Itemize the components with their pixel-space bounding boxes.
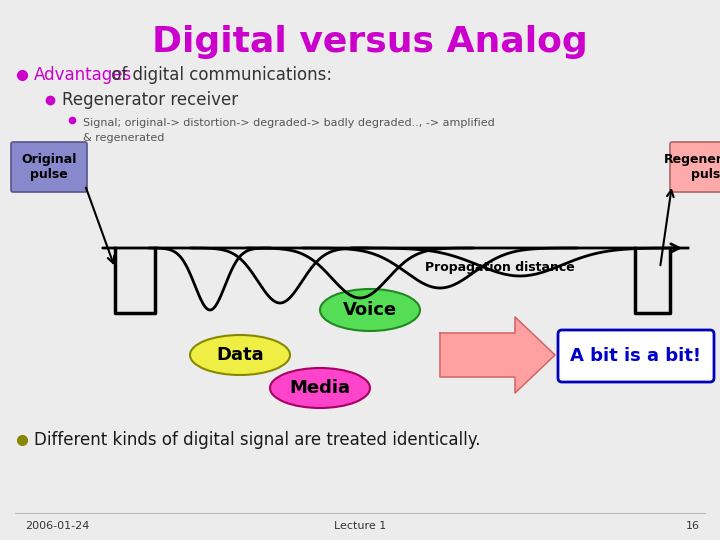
Ellipse shape	[270, 368, 370, 408]
Text: Different kinds of digital signal are treated identically.: Different kinds of digital signal are tr…	[34, 431, 480, 449]
Text: Media: Media	[289, 379, 351, 397]
Ellipse shape	[320, 289, 420, 331]
Text: 16: 16	[686, 521, 700, 531]
Polygon shape	[440, 317, 555, 393]
FancyBboxPatch shape	[670, 142, 720, 192]
Text: A bit is a bit!: A bit is a bit!	[570, 347, 701, 365]
FancyBboxPatch shape	[11, 142, 87, 192]
Text: Data: Data	[216, 346, 264, 364]
Text: Advantages: Advantages	[34, 66, 132, 84]
Text: Digital versus Analog: Digital versus Analog	[152, 25, 588, 59]
FancyBboxPatch shape	[558, 330, 714, 382]
Text: Lecture 1: Lecture 1	[334, 521, 386, 531]
Text: Original
pulse: Original pulse	[22, 153, 77, 181]
Text: & regenerated: & regenerated	[83, 133, 164, 143]
Text: Voice: Voice	[343, 301, 397, 319]
Ellipse shape	[190, 335, 290, 375]
Text: Regenerator receiver: Regenerator receiver	[62, 91, 238, 109]
Text: Propagation distance: Propagation distance	[425, 261, 575, 274]
Text: Signal; original-> distortion-> degraded-> badly degraded.., -> amplified: Signal; original-> distortion-> degraded…	[83, 118, 495, 128]
Text: 2006-01-24: 2006-01-24	[25, 521, 89, 531]
Text: of digital communications:: of digital communications:	[106, 66, 332, 84]
Text: Regenerated
pulse: Regenerated pulse	[664, 153, 720, 181]
Polygon shape	[440, 317, 555, 393]
